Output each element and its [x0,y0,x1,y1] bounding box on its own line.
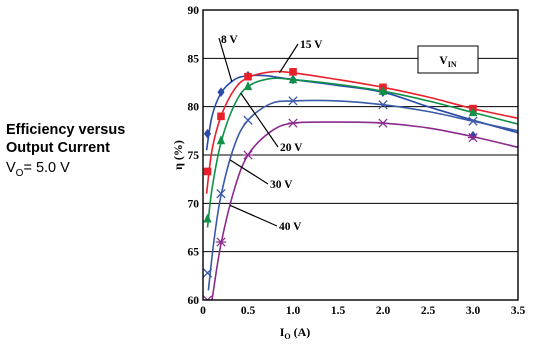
plot-frame [202,9,519,301]
series-20v [203,74,518,228]
data-point-30v-2 [243,115,253,125]
x-axis-label-main: I [280,325,285,339]
annotation-label-40v: 40 V [279,221,302,233]
data-point-30v-0-b [203,268,213,278]
x-tick-label-4: 2.0 [376,305,391,317]
caption-line-1: Efficiency versus [6,122,126,138]
annotation-label-20v: 20 V [280,142,303,154]
data-point-15v-1 [217,112,225,121]
y-tick-label-0: 60 [188,295,200,307]
y-tick-label-4: 80 [188,102,200,114]
data-point-30v-2-b [243,115,253,125]
data-point-40v-1 [215,237,227,247]
series-line-40v [211,121,518,300]
caption-condition-rest: = 5.0 V [23,160,70,176]
data-point-40v-3 [287,118,299,128]
x-tick-label-7: 3.5 [511,305,526,317]
data-point-8v-0 [203,128,212,139]
data-point-20v-2 [243,81,253,91]
data-point-20v-5 [468,107,478,117]
data-point-15v-3 [289,68,297,76]
y-tick-label-3: 75 [188,150,200,162]
y-tick-label-6: 90 [188,5,200,17]
chart-caption: Efficiency versus Output Current VO= 5.0… [6,121,166,183]
x-tick-label-2: 1.0 [286,305,301,317]
caption-line-2: Output Current [6,140,110,156]
legend-box-frame [417,45,479,74]
data-point-20v-3 [288,74,298,84]
data-point-30v-0 [203,268,213,278]
x-tick-label-6: 3.0 [466,305,481,317]
x-tick-label-0: 0 [200,305,206,317]
data-point-40v-0-a [203,295,209,300]
tick-labels: 0 0.5 1.0 1.5 2.0 2.5 3.0 3.5 60 65 70 75 80 85 90 [188,5,526,317]
annotation-leader-8v [218,37,233,82]
data-point-30v-1-b [216,189,226,199]
annotation-label-15v: 15 V [300,39,323,51]
legend-box-label: VIN [439,55,456,69]
series-line-30v [207,99,518,291]
caption-condition: VO= 5.0 V [6,159,166,183]
annotation-leader-40v [229,204,278,227]
x-axis-label-sub: O [284,332,290,341]
data-point-8v-1 [217,87,225,97]
data-point-40v-4 [377,118,389,128]
y-tick-label-5: 85 [188,53,200,65]
y-tick-label-1: 65 [188,247,200,259]
y-axis-label-rest: (%) [171,140,185,163]
data-point-15v-0 [203,167,212,176]
x-axis-label-rest: (A) [291,325,311,339]
data-point-40v-2 [242,150,254,160]
annotation-leader-20v [240,92,279,148]
data-point-15v-2 [244,72,252,81]
data-point-30v-3-b [288,96,298,106]
data-point-30v-5 [468,116,478,126]
series-30v [203,96,518,291]
x-tick-label-3: 1.5 [331,305,346,317]
data-point-30v-4 [378,100,388,110]
y-axis-label-main: η [171,163,185,170]
annotation-leader-15v [278,43,299,74]
plot-area [202,9,519,301]
annotation-label-30v: 30 V [270,179,293,191]
data-point-20v-4 [378,86,388,95]
series-annotations: 8 V 15 V 20 V 30 V 40 V [218,34,323,233]
y-tick-label-2: 70 [188,198,200,210]
annotation-leader-30v [229,159,269,185]
y-axis-label: η (%) [171,140,185,170]
x-tick-label-1: 0.5 [241,305,256,317]
legend-box-sub: IN [448,60,457,69]
series-line-20v [206,77,518,228]
x-tick-label-5: 2.5 [421,305,436,317]
caption-condition-sub: O [15,167,24,179]
data-point-40v-0 [203,295,213,300]
data-point-40v-0-b [206,295,213,300]
data-point-40v-5 [467,132,479,143]
series-40v [203,118,518,300]
data-point-30v-4-b [378,100,388,110]
data-point-30v-3 [288,96,298,106]
data-point-30v-1 [216,189,226,199]
data-point-20v-0 [203,213,212,223]
caption-condition-main: V [6,160,16,176]
x-axis-label: IO (A) [280,325,311,341]
grid-lines [203,57,518,253]
data-point-20v-1 [216,135,226,145]
series-group [203,68,518,300]
legend-box-main: V [439,55,448,67]
legend-box: VIN [417,45,479,74]
annotation-label-8v: 8 V [221,34,238,46]
data-point-30v-5-b [468,116,478,126]
